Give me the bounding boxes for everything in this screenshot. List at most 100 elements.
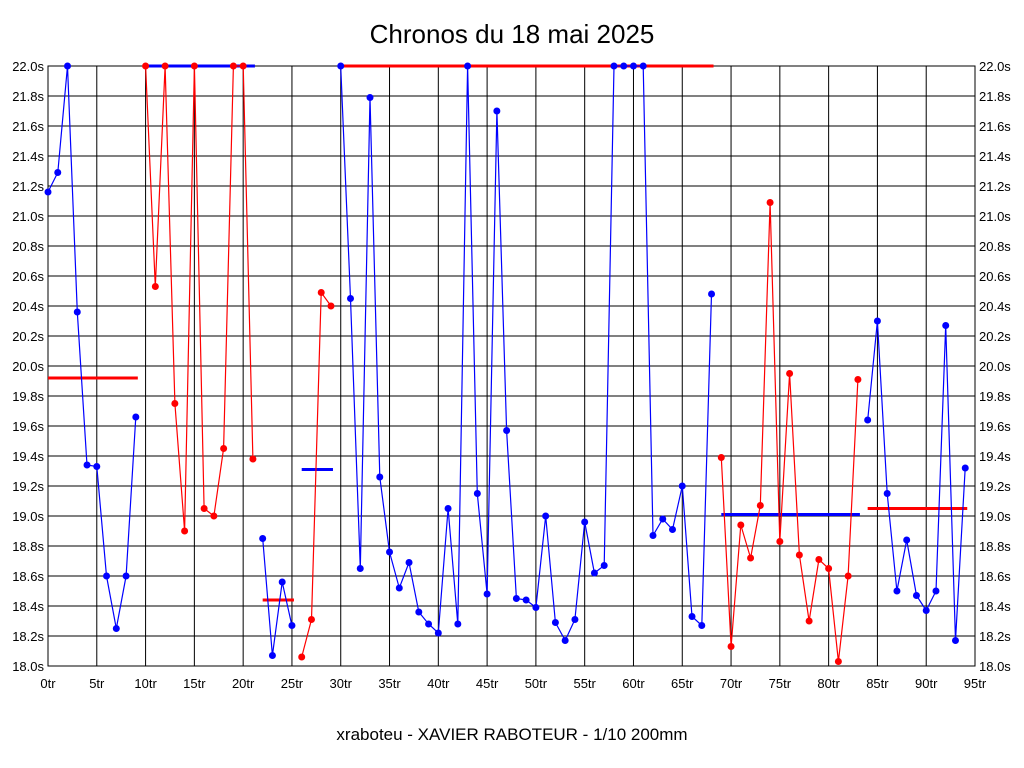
x-tick-label: 45tr xyxy=(476,676,499,691)
data-point xyxy=(834,658,842,665)
y-tick-label-left: 21.6s xyxy=(12,119,44,134)
data-point xyxy=(376,473,384,481)
data-point xyxy=(122,572,130,580)
data-point xyxy=(44,188,52,196)
data-point xyxy=(776,538,784,545)
y-tick-label-left: 19.4s xyxy=(12,449,44,464)
data-point xyxy=(893,587,901,595)
x-tick-label: 80tr xyxy=(817,676,840,691)
data-point xyxy=(795,551,803,559)
y-tick-label-left: 19.6s xyxy=(12,419,44,434)
data-point xyxy=(268,652,276,659)
data-point xyxy=(220,445,228,452)
y-tick-label-left: 20.6s xyxy=(12,269,44,284)
average-lines xyxy=(48,64,968,602)
y-tick-label-right: 18.4s xyxy=(979,599,1011,614)
data-point xyxy=(415,608,423,616)
data-point xyxy=(786,370,794,377)
x-tick-label: 15tr xyxy=(183,676,206,691)
y-tick-label-left: 18.6s xyxy=(12,569,44,584)
data-point xyxy=(249,455,257,463)
data-point xyxy=(942,322,950,329)
data-point xyxy=(717,454,725,461)
y-tick-label-right: 19.6s xyxy=(979,419,1011,434)
y-tick-label-left: 19.8s xyxy=(12,389,44,404)
x-tick-label: 90tr xyxy=(915,676,938,691)
data-point xyxy=(405,559,413,566)
x-tick-label: 25tr xyxy=(281,676,304,691)
x-tick-label: 50tr xyxy=(525,676,548,691)
data-point xyxy=(649,532,657,539)
data-point xyxy=(571,616,579,623)
y-tick-label-right: 18.8s xyxy=(979,539,1011,554)
y-tick-label-left: 21.8s xyxy=(12,89,44,104)
data-point xyxy=(864,416,872,424)
y-tick-label-right: 21.0s xyxy=(979,209,1011,224)
x-tick-label: 0tr xyxy=(40,676,56,691)
series-line-run-2 xyxy=(145,65,254,532)
y-tick-label-right: 20.6s xyxy=(979,269,1011,284)
data-point xyxy=(190,62,198,70)
data-point xyxy=(873,317,881,325)
data-point xyxy=(151,283,159,290)
data-point xyxy=(737,521,745,529)
data-point xyxy=(181,527,189,535)
data-point xyxy=(288,622,296,629)
data-point xyxy=(561,637,569,644)
x-tick-label: 65tr xyxy=(671,676,694,691)
y-tick-label-left: 19.2s xyxy=(12,479,44,494)
y-tick-label-right: 21.4s xyxy=(979,149,1011,164)
y-tick-label-left: 20.8s xyxy=(12,239,44,254)
series-line-run-5 xyxy=(340,65,713,642)
data-point xyxy=(932,587,940,595)
data-point xyxy=(542,512,550,520)
data-point xyxy=(669,526,677,533)
y-tick-label-right: 18.2s xyxy=(979,629,1011,644)
data-point xyxy=(298,653,306,661)
series-line-run-3 xyxy=(262,538,293,656)
data-point xyxy=(629,62,637,70)
y-tick-label-right: 21.6s xyxy=(979,119,1011,134)
y-tick-label-right: 20.2s xyxy=(979,329,1011,344)
data-point xyxy=(259,535,267,542)
x-tick-label: 70tr xyxy=(720,676,743,691)
data-point xyxy=(171,400,179,407)
y-tick-label-right: 20.0s xyxy=(979,359,1011,374)
data-point xyxy=(815,556,823,563)
data-point xyxy=(54,169,62,176)
data-point xyxy=(425,620,433,628)
x-tick-label: 60tr xyxy=(622,676,645,691)
y-tick-label-left: 20.2s xyxy=(12,329,44,344)
data-point xyxy=(327,302,335,310)
data-point xyxy=(805,617,813,625)
data-point xyxy=(161,62,169,70)
y-tick-label-left: 21.4s xyxy=(12,149,44,164)
x-tick-label: 95tr xyxy=(964,676,987,691)
y-tick-label-right: 19.2s xyxy=(979,479,1011,494)
data-point xyxy=(93,463,101,470)
x-tick-label: 55tr xyxy=(573,676,596,691)
data-point xyxy=(239,62,247,70)
grid xyxy=(47,65,976,667)
y-tick-label-left: 21.0s xyxy=(12,209,44,224)
x-tick-label: 85tr xyxy=(866,676,889,691)
data-point xyxy=(903,536,911,544)
data-point xyxy=(854,376,862,383)
data-point xyxy=(132,413,140,421)
data-point xyxy=(600,562,608,569)
data-point xyxy=(210,512,218,520)
y-tick-label-right: 20.4s xyxy=(979,299,1011,314)
data-point xyxy=(356,565,364,572)
x-tick-label: 5tr xyxy=(89,676,105,691)
data-point xyxy=(346,295,354,302)
y-tick-label-left: 18.8s xyxy=(12,539,44,554)
x-tick-label: 75tr xyxy=(769,676,792,691)
data-point xyxy=(688,613,696,620)
data-point xyxy=(278,578,286,586)
data-point xyxy=(522,596,530,604)
data-point xyxy=(659,515,667,523)
y-tick-label-right: 19.8s xyxy=(979,389,1011,404)
y-tick-label-right: 18.0s xyxy=(979,659,1011,674)
data-point xyxy=(708,290,716,298)
